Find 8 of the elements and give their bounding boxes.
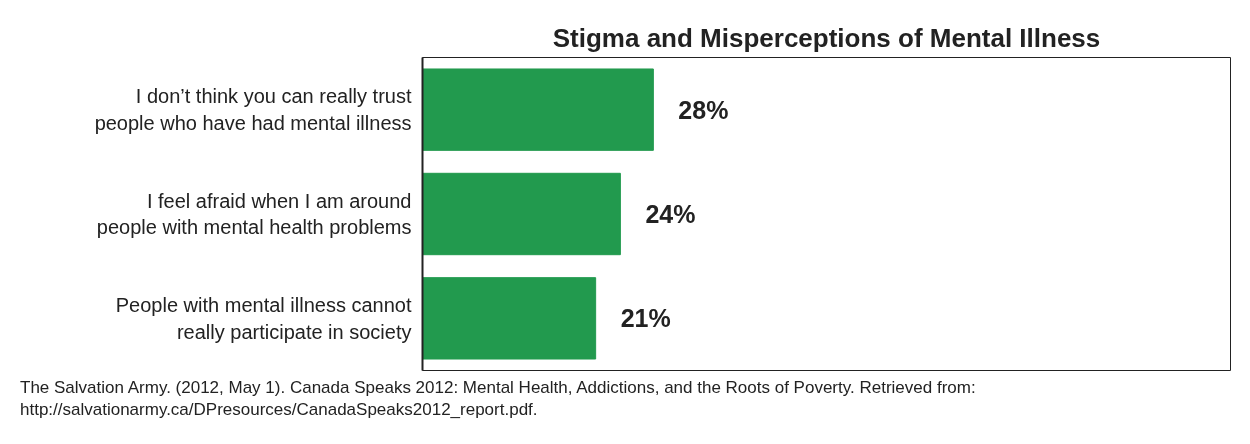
y-tick-label: People with mental illness cannot really participate in society (115, 294, 412, 343)
text: Stigma and Misperceptions of Mental Illness (552, 22, 1101, 53)
y-tick-label: I don’t think you can really trust people who have had mental illness (94, 85, 412, 134)
y-tick-label: I feel afraid when I am around people with mental health problems (96, 189, 412, 239)
data-label: 21% (620, 304, 671, 333)
text: The Salvation Army. (2012, May 1). Canada Speaks 2012: Mental Health, Addictions, and the Roots of Poverty. Retrieved from: http://salvationarmy.ca/DPresources/CanadaSpeaks2012_report.pdf. (20, 377, 977, 422)
data-label: 28% (678, 95, 729, 124)
data-label: 24% (645, 200, 696, 228)
